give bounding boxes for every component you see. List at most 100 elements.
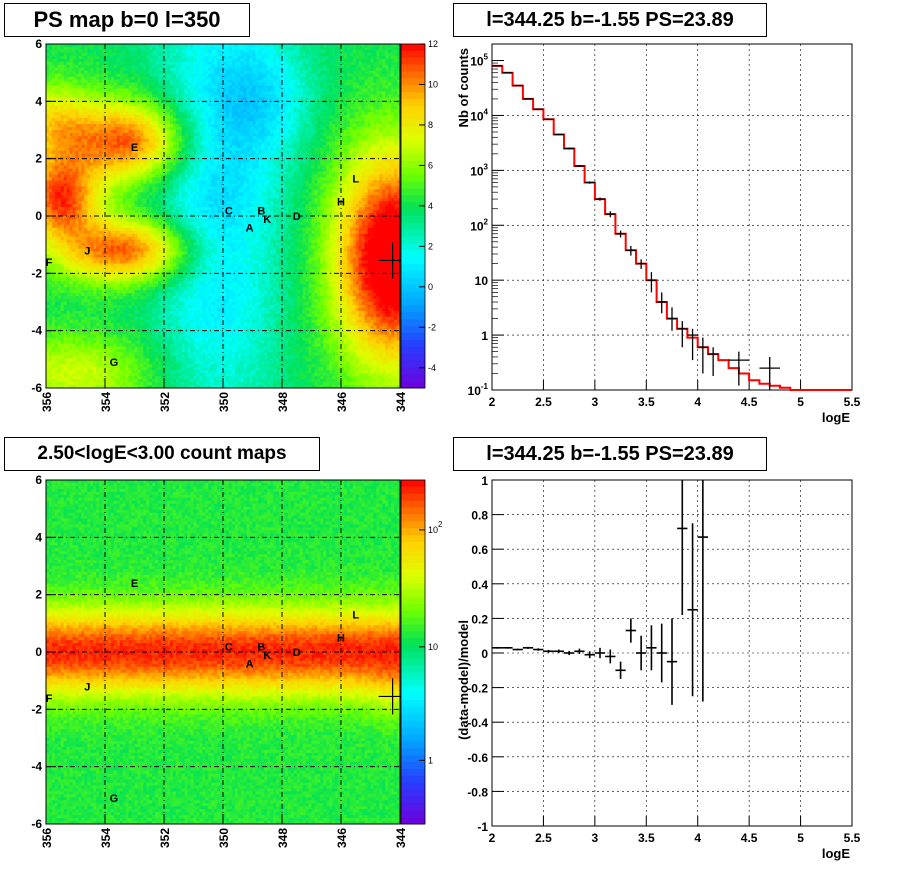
y-tick-label: 2 [35,152,42,166]
palette-tick-label: 10 [428,79,438,89]
y-tick-label: -2 [31,266,42,280]
palette-swatch [401,803,425,810]
palette-swatch [401,576,425,583]
source-label-E: E [131,578,138,590]
palette-swatch [401,106,425,113]
palette-swatch [401,521,425,528]
source-label-J: J [84,681,90,693]
source-label-K: K [263,214,271,226]
x-tick-label: 4.5 [741,395,758,409]
palette-swatch [401,755,425,762]
y-tick-label: 0.8 [471,509,488,523]
y-tick-label: 0.4 [471,578,488,592]
x-tick-label: 354 [99,392,113,412]
y-tick-label: -6 [31,817,42,831]
palette-swatch [401,209,425,216]
y-tick-label: 0 [35,209,42,223]
palette-swatch [401,528,425,535]
source-label-C: C [225,205,233,217]
palette-swatch [401,556,425,563]
palette-swatch [401,735,425,742]
y-tick-label: 0 [35,645,42,659]
x-tick-label: 348 [276,392,290,412]
palette-swatch [401,514,425,521]
palette-swatch [401,147,425,154]
palette-swatch [401,188,425,195]
x-tick-label: 3.5 [638,831,655,845]
x-tick-label: 4 [694,395,701,409]
y-tick-label: 103 [470,162,488,178]
source-label-G: G [110,357,119,369]
source-label-F: F [46,693,53,705]
palette-swatch [401,250,425,257]
palette-swatch [401,535,425,542]
palette-swatch [401,569,425,576]
palette-swatch [401,85,425,92]
palette-swatch [401,182,425,189]
y-tick-label: -0.6 [467,751,488,765]
palette-swatch [401,611,425,618]
x-tick-label: 2 [489,395,496,409]
spectrum-panel: 2 2.5 3 3.5 4 4.5 5 5.510510410310210110-1logEN… [456,44,861,425]
x-tick-label: 346 [335,828,349,848]
y-tick-label: -1 [477,820,488,834]
source-label-L: L [352,610,359,622]
y-tick-label: 4 [35,94,42,108]
palette-tick-label: 8 [428,120,433,130]
palette-swatch [401,374,425,381]
palette-swatch [401,597,425,604]
y-tick-label: 6 [35,473,42,487]
palette-swatch [401,271,425,278]
x-tick-label: 3.5 [638,395,655,409]
palette-swatch [401,168,425,175]
palette-swatch [401,140,425,147]
y-tick-label: 6 [35,37,42,51]
palette-swatch [401,707,425,714]
y-tick-label: -4 [31,324,42,338]
source-label-E: E [131,142,138,154]
palette-swatch [401,154,425,161]
source-label-D: D [293,211,301,223]
palette-swatch [401,161,425,168]
palette-swatch [401,195,425,202]
y-tick-label: 0 [481,647,488,661]
x-tick-label: 2 [489,831,496,845]
palette-swatch [401,312,425,319]
x-tick-label: 3 [592,831,599,845]
y-tick-label: -0.8 [467,785,488,799]
source-label-K: K [263,650,271,662]
palette-swatch [401,264,425,271]
palette-swatch [401,590,425,597]
palette-swatch [401,305,425,312]
palette-swatch [401,65,425,72]
palette-swatch [401,51,425,58]
source-label-D: D [293,647,301,659]
palette-swatch [401,367,425,374]
y-axis-label: (data-model)/model [456,620,471,740]
y-tick-label: 105 [470,53,488,69]
y-tick-label: -4 [31,760,42,774]
palette-swatch [401,285,425,292]
x-tick-label: 4.5 [741,831,758,845]
palette-swatch [401,563,425,570]
palette-swatch [401,542,425,549]
x-tick-label: 4 [694,831,701,845]
source-label-H: H [337,197,345,209]
palette-swatch [401,347,425,354]
source-label-F: F [46,257,53,269]
x-tick-label: 354 [99,828,113,848]
source-label-C: C [225,641,233,653]
palette-swatch [401,127,425,134]
y-tick-label: 10 [475,274,489,288]
palette-swatch [401,810,425,817]
y-tick-label: 10-1 [468,382,489,398]
palette-swatch [401,58,425,65]
palette-swatch [401,666,425,673]
palette-swatch [401,583,425,590]
palette-swatch [401,693,425,700]
palette-swatch [401,360,425,367]
palette-swatch [401,508,425,515]
palette-swatch [401,333,425,340]
x-tick-label: 5 [797,831,804,845]
